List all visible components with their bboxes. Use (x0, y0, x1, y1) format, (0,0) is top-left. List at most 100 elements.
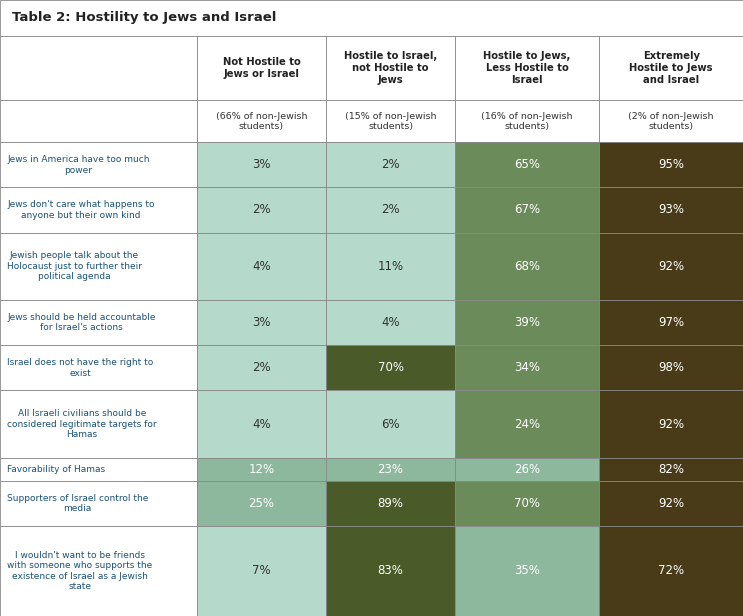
Bar (326, 187, 455, 232)
Bar (455, 142, 599, 187)
Text: 65%: 65% (514, 158, 540, 171)
Text: 24%: 24% (514, 418, 540, 431)
Bar (0, 142, 197, 187)
Text: Jews don't care what happens to
anyone but their own kind: Jews don't care what happens to anyone b… (7, 200, 155, 220)
Bar (455, 187, 599, 232)
Text: 4%: 4% (252, 260, 270, 273)
Bar (326, 391, 455, 458)
Bar (0, 300, 197, 346)
Text: 35%: 35% (514, 564, 540, 577)
Text: 98%: 98% (658, 362, 684, 375)
Bar (197, 36, 326, 100)
Bar (599, 187, 743, 232)
Bar (0, 526, 197, 616)
Text: 70%: 70% (377, 362, 403, 375)
Bar (326, 36, 455, 100)
Bar (197, 480, 326, 526)
Bar (599, 232, 743, 300)
Bar (599, 300, 743, 346)
Bar (0, 232, 197, 300)
Bar (0, 346, 197, 391)
Bar (0, 480, 197, 526)
Text: 83%: 83% (377, 564, 403, 577)
Text: (16% of non-Jewish
students): (16% of non-Jewish students) (481, 111, 573, 131)
Bar (0, 36, 197, 100)
Bar (326, 346, 455, 391)
Text: 2%: 2% (381, 203, 400, 216)
Bar (326, 458, 455, 480)
Text: 68%: 68% (514, 260, 540, 273)
Text: 25%: 25% (248, 496, 274, 509)
Bar (0, 0, 743, 36)
Text: Supporters of Israel control the
media: Supporters of Israel control the media (7, 493, 149, 513)
Text: 6%: 6% (381, 418, 400, 431)
Text: I wouldn't want to be friends
with someone who supports the
existence of Israel : I wouldn't want to be friends with someo… (7, 551, 152, 591)
Bar (455, 346, 599, 391)
Text: Hostile to Israel,
not Hostile to
Jews: Hostile to Israel, not Hostile to Jews (344, 52, 437, 84)
Bar (197, 458, 326, 480)
Bar (326, 526, 455, 616)
Text: Jews should be held accountable
for Israel's actions: Jews should be held accountable for Isra… (7, 313, 155, 333)
Bar (455, 232, 599, 300)
Text: 72%: 72% (658, 564, 684, 577)
Bar (599, 480, 743, 526)
Text: Jewish people talk about the
Holocaust just to further their
political agenda: Jewish people talk about the Holocaust j… (7, 251, 142, 282)
Bar (599, 36, 743, 100)
Text: 95%: 95% (658, 158, 684, 171)
Text: 93%: 93% (658, 203, 684, 216)
Bar (197, 142, 326, 187)
Text: 12%: 12% (248, 463, 274, 476)
Bar (599, 346, 743, 391)
Bar (197, 526, 326, 616)
Bar (326, 300, 455, 346)
Bar (326, 142, 455, 187)
Bar (197, 100, 326, 142)
Text: 3%: 3% (252, 158, 270, 171)
Bar (455, 480, 599, 526)
Text: (15% of non-Jewish
students): (15% of non-Jewish students) (345, 111, 436, 131)
Bar (0, 458, 197, 480)
Text: 3%: 3% (252, 316, 270, 330)
Text: 92%: 92% (658, 418, 684, 431)
Bar (0, 391, 197, 458)
Text: 4%: 4% (252, 418, 270, 431)
Bar (197, 300, 326, 346)
Bar (326, 480, 455, 526)
Bar (599, 391, 743, 458)
Text: Table 2: Hostility to Jews and Israel: Table 2: Hostility to Jews and Israel (12, 11, 276, 25)
Bar (455, 36, 599, 100)
Bar (599, 100, 743, 142)
Text: 7%: 7% (252, 564, 270, 577)
Text: 34%: 34% (514, 362, 540, 375)
Text: Extremely
Hostile to Jews
and Israel: Extremely Hostile to Jews and Israel (629, 52, 713, 84)
Text: 2%: 2% (252, 362, 270, 375)
Text: 23%: 23% (377, 463, 403, 476)
Bar (455, 391, 599, 458)
Bar (326, 232, 455, 300)
Text: 92%: 92% (658, 260, 684, 273)
Text: (2% of non-Jewish
students): (2% of non-Jewish students) (629, 111, 714, 131)
Text: 67%: 67% (514, 203, 540, 216)
Text: 39%: 39% (514, 316, 540, 330)
Bar (326, 100, 455, 142)
Bar (197, 232, 326, 300)
Text: Jews in America have too much
power: Jews in America have too much power (7, 155, 149, 174)
Bar (599, 526, 743, 616)
Bar (0, 187, 197, 232)
Bar (455, 526, 599, 616)
Text: 82%: 82% (658, 463, 684, 476)
Bar (455, 300, 599, 346)
Text: (66% of non-Jewish
students): (66% of non-Jewish students) (215, 111, 307, 131)
Text: 70%: 70% (514, 496, 540, 509)
Bar (455, 458, 599, 480)
Bar (599, 142, 743, 187)
Bar (599, 458, 743, 480)
Bar (197, 391, 326, 458)
Bar (0, 100, 197, 142)
Text: 89%: 89% (377, 496, 403, 509)
Text: Favorability of Hamas: Favorability of Hamas (7, 465, 105, 474)
Text: Israel does not have the right to
exist: Israel does not have the right to exist (7, 358, 153, 378)
Text: 2%: 2% (381, 158, 400, 171)
Text: 2%: 2% (252, 203, 270, 216)
Text: 26%: 26% (514, 463, 540, 476)
